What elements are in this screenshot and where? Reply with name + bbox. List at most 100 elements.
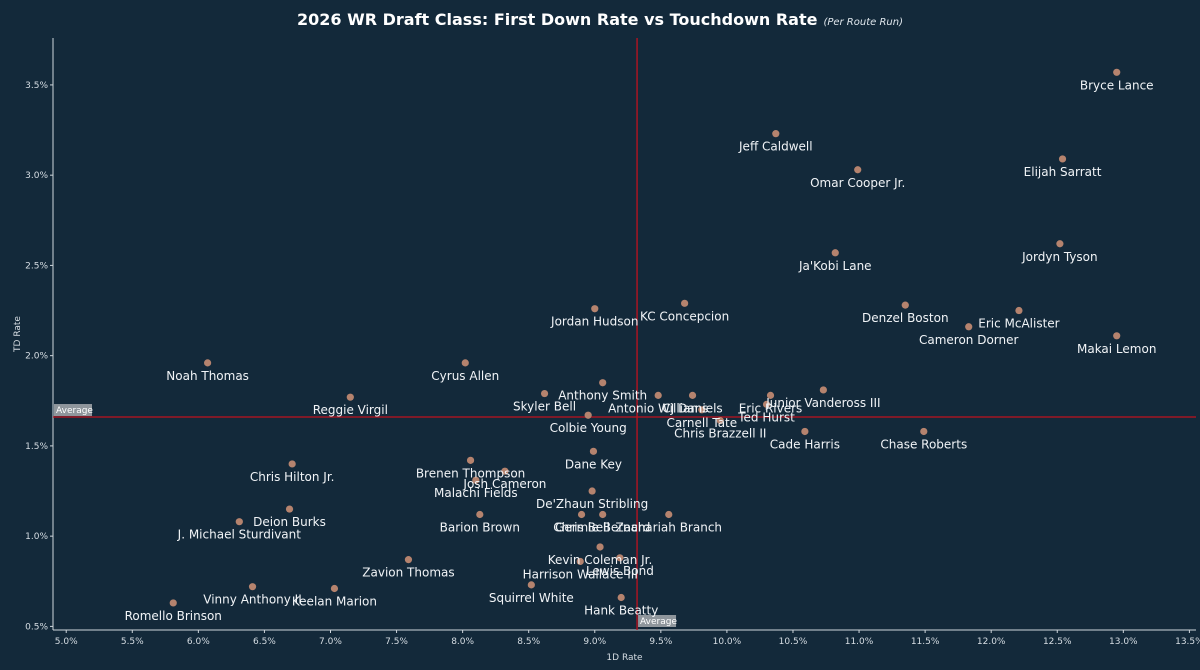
- point-label: Chris Bell: [553, 520, 610, 534]
- x-tick-label: 13.0%: [1109, 637, 1138, 647]
- x-tick-label: 11.5%: [911, 637, 940, 647]
- data-point: [819, 386, 827, 394]
- data-point: [654, 391, 662, 399]
- point-label: Jordan Hudson: [550, 315, 638, 329]
- point-label: Josh Cameron: [462, 477, 546, 491]
- x-tick-label: 12.5%: [1043, 637, 1072, 647]
- point-labels: Bryce Lance Jeff Caldwell Elijah Sarratt Om…: [125, 78, 1157, 623]
- x-tick-label: 10.0%: [713, 637, 742, 647]
- x-tick-label: 7.5%: [385, 637, 408, 647]
- point-label: Chase Roberts: [880, 437, 967, 451]
- x-tick-label: 12.0%: [977, 637, 1006, 647]
- data-point: [248, 583, 257, 591]
- chart-title: 2026 WR Draft Class: First Down Rate vs …: [0, 10, 1200, 29]
- point-label: Squirrel White: [489, 591, 574, 605]
- data-point: [1056, 240, 1064, 248]
- point-label: Deion Burks: [253, 515, 326, 529]
- point-label: Germie Bernard: [555, 520, 650, 534]
- point-label: Denzel Boston: [862, 311, 949, 325]
- point-label: CJ Daniels: [662, 401, 722, 415]
- point-label: Keelan Marion: [292, 594, 377, 608]
- data-point: [772, 130, 780, 138]
- data-point: [591, 305, 599, 313]
- data-point: [235, 518, 243, 526]
- x-tick-label: 8.0%: [451, 637, 474, 647]
- data-point: [204, 359, 212, 367]
- x-tick-label: 5.0%: [55, 637, 78, 647]
- data-point: [801, 427, 809, 436]
- point-label: Dane Key: [565, 457, 622, 471]
- data-point: [466, 456, 475, 464]
- data-point: [681, 299, 689, 307]
- point-label: Elijah Sarratt: [1024, 165, 1102, 179]
- data-point: [965, 323, 973, 331]
- data-point: [698, 406, 706, 414]
- point-label: Eric McAlister: [978, 317, 1059, 331]
- point-label: Ja'Kobi Lane: [798, 259, 872, 273]
- y-tick-label: 2.0%: [25, 352, 48, 362]
- data-point: [1113, 68, 1121, 76]
- point-label: Colbie Young: [550, 421, 627, 435]
- point-label: Ted Hurst: [737, 410, 795, 424]
- data-point: [540, 389, 549, 398]
- x-tick-label: 5.5%: [121, 637, 144, 647]
- data-point: [920, 427, 928, 436]
- data-point: [1113, 332, 1121, 340]
- data-point: [404, 556, 413, 564]
- x-tick-label: 10.5%: [779, 637, 808, 647]
- data-point: [665, 510, 673, 519]
- point-label: De'Zhaun Stribling: [536, 497, 648, 511]
- average-y-label-bg: [54, 404, 92, 417]
- data-point: [589, 447, 598, 455]
- point-label: Bryce Lance: [1080, 78, 1154, 92]
- average-y-label: Average: [56, 406, 93, 416]
- data-point: [766, 391, 775, 399]
- point-label: Romello Brinson: [125, 609, 222, 623]
- point-label: Junior Vandeross III: [765, 396, 880, 410]
- axes: 5.0% 5.5% 6.0% 6.5% 7.0% 7.5% 8.0% 8.5% 9.0% 9.5%…: [13, 38, 1200, 663]
- point-label: Chris Hilton Jr.: [250, 470, 335, 484]
- data-point: [762, 400, 771, 408]
- average-x-label: Average: [640, 617, 677, 627]
- point-label: Anthony Smith: [558, 389, 647, 403]
- point-label: Vinny Anthony II: [203, 593, 301, 607]
- y-tick-label: 0.5%: [25, 622, 48, 632]
- point-label: Hank Beatty: [584, 604, 658, 618]
- y-tick-label: 1.0%: [25, 532, 48, 542]
- data-point: [577, 510, 586, 519]
- data-point: [576, 557, 584, 566]
- point-label: Malachi Fields: [434, 486, 518, 500]
- point-label: Skyler Bell: [513, 400, 576, 414]
- data-point: [527, 581, 535, 589]
- chart-subtitle: (Per Route Run): [823, 17, 903, 28]
- data-points: [169, 68, 1121, 607]
- point-label: Jeff Caldwell: [738, 140, 813, 154]
- point-label: Zachariah Branch: [616, 520, 723, 534]
- x-tick-label: 9.0%: [583, 637, 606, 647]
- chart-title-text: 2026 WR Draft Class: First Down Rate vs …: [296, 10, 818, 29]
- x-tick-label: 6.0%: [187, 637, 210, 647]
- data-point: [596, 543, 604, 551]
- point-label: Cameron Dorner: [919, 333, 1019, 347]
- point-label: Eric Rivers: [739, 401, 803, 415]
- x-axis-label: 1D Rate: [606, 653, 643, 663]
- data-point: [584, 411, 592, 419]
- point-label: Antonio Williams: [608, 401, 708, 415]
- point-label: Zavion Thomas: [362, 566, 454, 580]
- data-point: [901, 301, 909, 309]
- x-tick-label: 9.5%: [649, 637, 672, 647]
- data-point: [476, 510, 484, 519]
- data-point: [716, 417, 724, 425]
- data-point: [616, 554, 624, 562]
- point-label: Chris Brazzell II: [674, 427, 766, 441]
- point-label: Noah Thomas: [166, 369, 249, 383]
- x-tick-label: 8.5%: [517, 637, 540, 647]
- point-label: J. Michael Sturdivant: [177, 528, 302, 542]
- data-point: [599, 379, 607, 387]
- point-label: Carnell Tate: [666, 416, 737, 430]
- y-tick-label: 1.5%: [25, 442, 48, 452]
- data-point: [1015, 306, 1023, 315]
- data-point: [688, 391, 697, 399]
- point-label: KC Concepcion: [640, 309, 729, 323]
- data-point: [346, 393, 354, 401]
